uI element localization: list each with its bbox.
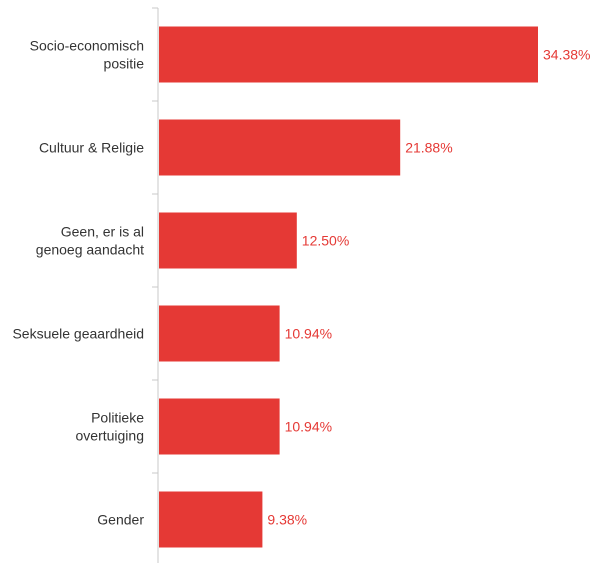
category-label: Geen, er is al genoeg aandacht (36, 224, 144, 258)
value-labels: 34.38% 21.88% 12.50% 10.94% 10.94% 9.38% (267, 47, 590, 528)
data-label: 34.38% (543, 47, 590, 63)
data-label: 10.94% (285, 419, 332, 435)
data-label: 9.38% (267, 512, 307, 528)
bar (159, 26, 538, 83)
category-label: Socio-economisch positie (30, 38, 145, 72)
category-label: Gender (97, 512, 144, 528)
bar (159, 305, 280, 362)
category-label: Cultuur & Religie (39, 140, 144, 156)
bars (159, 26, 538, 548)
data-label: 10.94% (285, 326, 332, 342)
category-label: Politieke overtuiging (76, 410, 145, 444)
bar (159, 398, 280, 455)
bar (159, 119, 401, 176)
bar (159, 212, 297, 269)
data-label: 12.50% (302, 233, 349, 249)
bar (159, 491, 263, 548)
data-label: 21.88% (405, 140, 452, 156)
category-label: Seksuele geaardheid (12, 326, 144, 342)
category-labels: Socio-economisch positie Cultuur & Religie… (12, 38, 144, 528)
axis-ticks (152, 7, 158, 474)
